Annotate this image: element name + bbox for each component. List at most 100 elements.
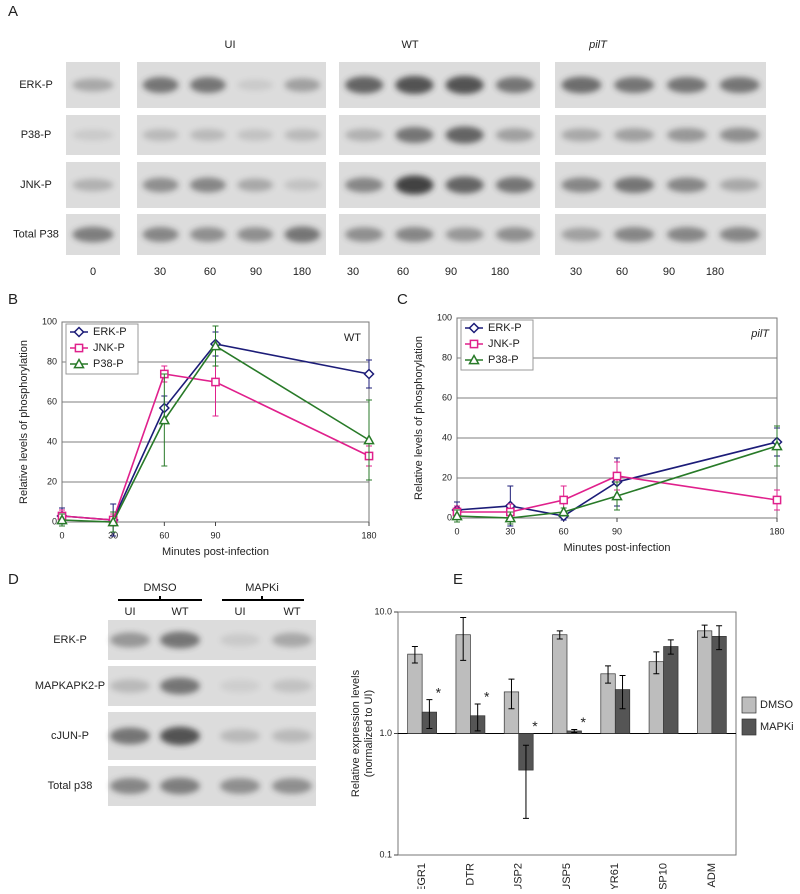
blot-band (160, 677, 200, 695)
marker (451, 509, 463, 521)
x-tick-label: DUSP10 (657, 863, 669, 889)
blot-time-label: 60 (616, 266, 628, 278)
blot-row-label: MAPKAPK2-P (35, 680, 105, 692)
marker (612, 471, 622, 481)
blot-band (561, 227, 602, 242)
x-tick-label: 0 (454, 526, 459, 536)
error-bar (460, 617, 467, 661)
blot-band (72, 178, 114, 192)
blot-row-label: P38-P (21, 129, 52, 141)
blot-band (345, 128, 384, 142)
blot-band (666, 227, 707, 242)
blot-band (142, 177, 179, 193)
blot-band (272, 729, 312, 743)
y-tick-label: 1.0 (379, 728, 392, 738)
blot-band (110, 679, 150, 693)
y-tick-label: 20 (442, 472, 452, 482)
legend-marker (74, 343, 84, 353)
blot-band (72, 129, 114, 141)
blot-band (272, 679, 312, 693)
marker (557, 505, 570, 517)
panel-label: E (453, 571, 463, 588)
legend-marker (468, 322, 480, 334)
x-tick-label: 90 (612, 526, 622, 536)
blot-band (345, 76, 384, 94)
blot-band (495, 77, 534, 93)
blot-band (719, 178, 760, 192)
blot-band (395, 127, 434, 143)
blot-band (495, 128, 534, 142)
blot-row-label: JNK-P (20, 179, 52, 191)
blot-band (110, 632, 150, 648)
blot-band (395, 175, 434, 195)
blot-band (237, 227, 274, 242)
x-tick-label: ADM (706, 863, 718, 887)
blot-group-label: MAPKi (245, 582, 279, 594)
blot-group-label: WT (401, 39, 418, 51)
marker (158, 413, 171, 425)
blot-band (160, 777, 200, 795)
blot-band (719, 77, 760, 93)
y-tick-label: 80 (442, 352, 452, 362)
panel-label: C (397, 291, 408, 308)
x-tick-label: EGR1 (416, 863, 428, 889)
x-axis-label: Minutes post-infection (564, 542, 671, 554)
error-bar (522, 744, 529, 819)
blot-time-label: 30 (570, 266, 582, 278)
blot-band (142, 77, 179, 93)
blot-lane-label: UI (235, 606, 246, 618)
marker (211, 377, 220, 387)
blot-band (189, 129, 226, 141)
blot-band (189, 177, 226, 193)
blot-group-label: DMSO (144, 582, 177, 594)
blot-band (272, 632, 312, 648)
blot-band (189, 77, 226, 93)
blot-band (614, 128, 655, 142)
y-tick-label: 100 (437, 312, 452, 322)
blot-time-label: 180 (293, 266, 311, 278)
blot-band (237, 129, 274, 141)
bar (552, 634, 568, 734)
blot-band (110, 727, 150, 745)
blot-band (614, 177, 655, 193)
significance-mark: * (581, 714, 587, 730)
blot-band (272, 778, 312, 794)
marker (363, 368, 375, 380)
error-bar (411, 646, 418, 664)
blot-band (561, 177, 602, 193)
blot-band (445, 227, 484, 242)
blot-row-label: Total P38 (13, 228, 59, 240)
blot-row-label: ERK-P (19, 79, 53, 91)
error-bar (653, 651, 660, 675)
marker (209, 339, 222, 351)
blot-band (395, 227, 434, 242)
y-tick-label: 60 (442, 392, 452, 402)
blot-band (666, 77, 707, 93)
x-tick-label: 0 (59, 530, 64, 540)
legend-label: DMSO (760, 699, 793, 711)
legend-marker (469, 339, 479, 349)
legend-label: MAPKi (760, 721, 794, 733)
blot-band (561, 128, 602, 142)
x-tick-label: 180 (361, 530, 376, 540)
y-tick-label: 40 (47, 436, 57, 446)
significance-mark: * (532, 718, 538, 734)
blot-band (614, 77, 655, 93)
y-tick-label: 0 (447, 512, 452, 522)
marker (559, 495, 569, 505)
x-tick-label: 30 (505, 526, 515, 536)
blot-band (284, 226, 321, 243)
blot-time-label: 30 (347, 266, 359, 278)
error-bar (619, 675, 626, 710)
blot-row-label: cJUN-P (51, 730, 89, 742)
legend-marker (73, 357, 85, 369)
x-tick-label: DTR (464, 863, 476, 886)
bar (407, 653, 423, 734)
x-axis-label: Minutes post-infection (162, 546, 269, 558)
annotation: pilT (750, 328, 770, 340)
annotation: WT (344, 332, 361, 344)
blot-band (220, 778, 260, 794)
legend-label: JNK-P (93, 342, 125, 354)
blot-band (395, 76, 434, 94)
blot-band (561, 76, 602, 94)
